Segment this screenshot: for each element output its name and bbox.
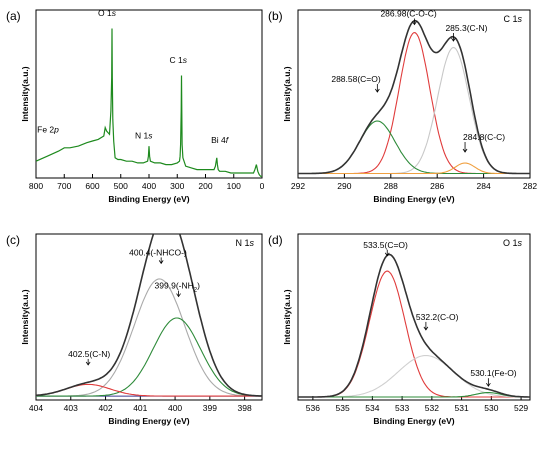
component-peak xyxy=(298,392,530,398)
peak-annotation: 400.4(-NHCO-) xyxy=(129,247,187,257)
panel-letter: (a) xyxy=(6,9,21,23)
panel-letter: (b) xyxy=(268,9,283,23)
plot-frame xyxy=(297,233,531,401)
peak-annotation: 284.8(C-C) xyxy=(463,132,505,142)
x-tick-label: 290 xyxy=(337,181,351,191)
envelope-curve xyxy=(298,253,530,398)
x-axis-title: Binding Energy (eV) xyxy=(373,194,454,204)
peak-annotation: Bi 4f xyxy=(211,135,230,145)
x-tick-label: 400 xyxy=(142,181,156,191)
annotation-arrowhead xyxy=(158,260,164,265)
panel-a: 800 700 600 500 400 300 200 100 0 (a) Binding Ener… xyxy=(6,8,265,204)
y-axis-title: Intensity(a.u.) xyxy=(20,66,30,121)
y-axis-title: Intensity(a.u.) xyxy=(282,66,292,121)
x-tick-label: 534 xyxy=(365,403,379,413)
envelope-curve xyxy=(298,19,530,175)
peak-annotation: 399.9(-NH2) xyxy=(155,281,201,294)
annotation-arrowhead xyxy=(462,148,468,153)
peak-annotation: Fe 2p xyxy=(37,124,59,134)
x-tick-label: 401 xyxy=(133,403,147,413)
element-label: C 1s xyxy=(503,14,522,24)
panel-letter: (c) xyxy=(6,233,20,247)
component-peak xyxy=(36,278,262,397)
x-tick-label: 531 xyxy=(454,403,468,413)
annotation-arrowhead xyxy=(384,252,390,257)
element-label: N 1s xyxy=(235,238,254,248)
x-tick-label: 300 xyxy=(170,181,184,191)
component-peak xyxy=(298,120,530,175)
x-tick-label: 533 xyxy=(395,403,409,413)
annotation-arrowhead xyxy=(423,326,429,331)
y-axis-title: Intensity(a.u.) xyxy=(20,289,30,344)
panel-b: 292 290 288 286 284 282 (b) Binding Energy (eV)… xyxy=(268,9,537,205)
x-tick-label: 402 xyxy=(98,403,112,413)
component-peak xyxy=(298,32,530,175)
x-tick-label: 400 xyxy=(168,403,182,413)
peak-annotation: 288.58(C=O) xyxy=(331,74,381,84)
x-axis-title: Binding Energy (eV) xyxy=(373,416,454,426)
peak-annotation: 530.1(Fe-O) xyxy=(470,368,516,378)
annotation-arrowhead xyxy=(486,382,491,387)
x-tick-label: 530 xyxy=(484,403,498,413)
plot-frame xyxy=(35,233,263,401)
panel-letter: (d) xyxy=(268,233,283,247)
x-tick-label: 529 xyxy=(514,403,528,413)
x-tick-label: 404 xyxy=(29,403,43,413)
x-axis-title: Binding Energy (eV) xyxy=(108,416,189,426)
peak-annotation: 286.98(C-O-C) xyxy=(380,9,436,19)
x-tick-label: 200 xyxy=(198,181,212,191)
x-tick-label: 100 xyxy=(227,181,241,191)
x-tick-label: 284 xyxy=(477,181,491,191)
panel-c: 404 403 402 401 400 399 398 (c) Binding Energy (… xyxy=(6,233,263,426)
x-tick-label: 532 xyxy=(425,403,439,413)
x-tick-label: 399 xyxy=(203,403,217,413)
peak-annotation: 533.5(C=O) xyxy=(363,240,408,250)
x-tick-label: 500 xyxy=(114,181,128,191)
component-peak xyxy=(298,46,530,175)
x-tick-label: 0 xyxy=(260,181,265,191)
x-axis-title: Binding Energy (eV) xyxy=(108,194,189,204)
panel-d: 536 535 534 533 532 531 530 529 (d) Binding Energ… xyxy=(268,233,531,426)
peak-annotation: O 1s xyxy=(98,8,117,18)
x-tick-label: 535 xyxy=(336,403,350,413)
x-tick-label: 800 xyxy=(29,181,43,191)
component-peak xyxy=(36,317,262,397)
annotation-arrowhead xyxy=(412,21,417,26)
x-tick-label: 403 xyxy=(64,403,78,413)
element-label: O 1s xyxy=(503,238,523,248)
y-axis-title: Intensity(a.u.) xyxy=(282,289,292,344)
component-peak xyxy=(298,162,530,175)
annotation-arrowhead xyxy=(451,37,456,42)
envelope-curve xyxy=(36,234,262,397)
survey-spectrum-line xyxy=(36,28,262,177)
annotation-arrowhead xyxy=(375,88,380,93)
peak-annotation: 285.3(C-N) xyxy=(445,23,487,33)
x-tick-label: 288 xyxy=(384,181,398,191)
peak-annotation: C 1s xyxy=(169,55,187,65)
annotation-arrowhead xyxy=(85,361,91,366)
x-tick-label: 292 xyxy=(291,181,305,191)
x-tick-label: 398 xyxy=(238,403,252,413)
peak-annotation: 402.5(C-N) xyxy=(68,349,110,359)
peak-annotation: N 1s xyxy=(135,130,153,140)
x-tick-label: 600 xyxy=(85,181,99,191)
peak-annotation: 532.2(C-O) xyxy=(416,312,459,322)
x-tick-label: 286 xyxy=(430,181,444,191)
x-tick-label: 536 xyxy=(306,403,320,413)
x-tick-label: 282 xyxy=(523,181,537,191)
plot-frame xyxy=(297,9,531,179)
x-tick-label: 700 xyxy=(57,181,71,191)
annotation-arrowhead xyxy=(176,293,181,298)
